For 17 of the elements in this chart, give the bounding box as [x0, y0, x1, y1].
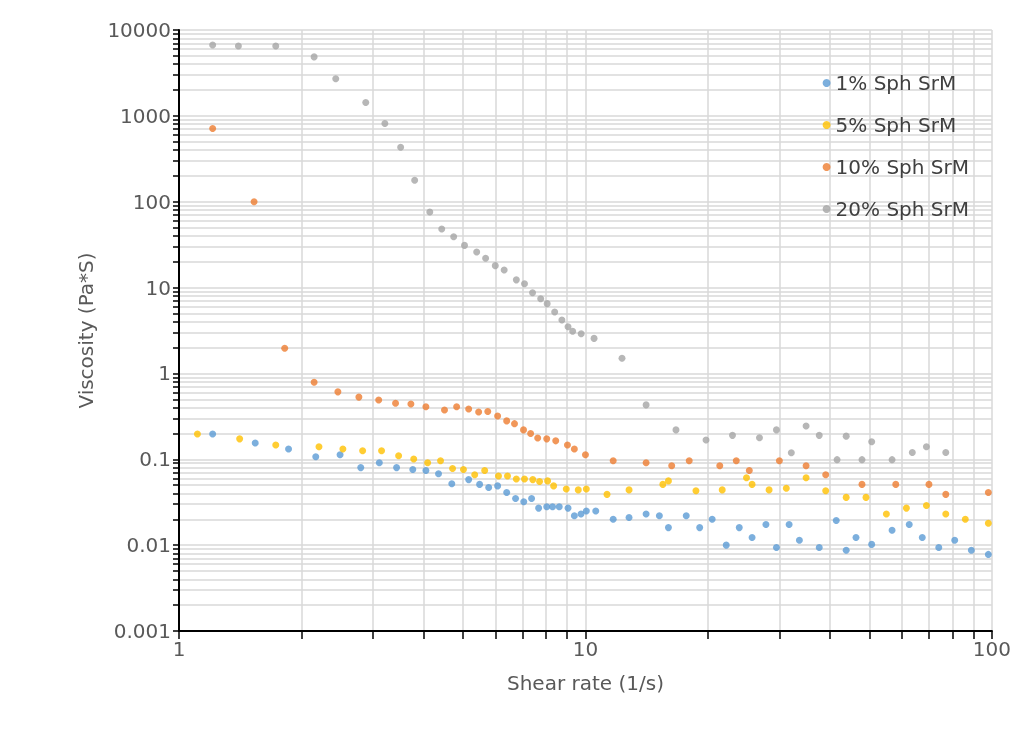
y-tick-label: 1: [158, 361, 171, 386]
y-tick-label: 10000: [107, 18, 171, 42]
x-axis-title: Shear rate (1/s): [506, 671, 664, 695]
x-tick-label: 1: [172, 637, 186, 661]
x-tick-label: 10: [572, 637, 599, 661]
legend-label: 20% Sph SrM: [835, 197, 970, 221]
legend-label: 5% Sph SrM: [835, 113, 957, 137]
legend-label: 1% Sph SrM: [835, 71, 957, 95]
y-tick-label: 100: [132, 189, 171, 214]
y-tick-label: 10: [145, 275, 171, 300]
legend-label: 10% Sph SrM: [835, 155, 970, 179]
y-tick-label: 0.001: [113, 619, 171, 643]
y-tick-label: 1000: [120, 103, 171, 128]
y-tick-label: 0.1: [139, 447, 171, 472]
y-axis-title: Viscosity (Pa*S): [74, 252, 99, 409]
y-tick-label: 0.01: [126, 533, 171, 558]
x-tick-label: 100: [972, 637, 1012, 661]
